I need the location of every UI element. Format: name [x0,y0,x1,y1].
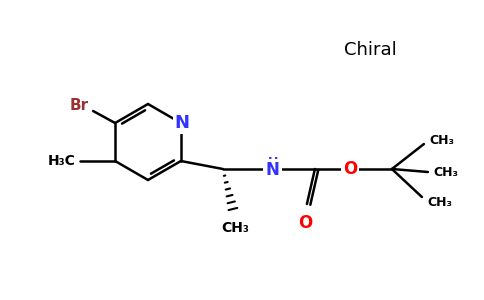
Text: CH₃: CH₃ [429,134,454,146]
Text: Chiral: Chiral [344,41,396,59]
Text: CH₃: CH₃ [221,221,249,235]
Text: Br: Br [70,98,89,113]
Text: O: O [343,160,357,178]
Text: O: O [298,214,312,232]
Text: CH₃: CH₃ [433,166,458,178]
Text: CH₃: CH₃ [427,196,453,209]
Text: N: N [266,161,280,179]
Text: H: H [268,155,278,169]
Text: N: N [174,114,189,132]
Text: H₃C: H₃C [48,154,76,168]
